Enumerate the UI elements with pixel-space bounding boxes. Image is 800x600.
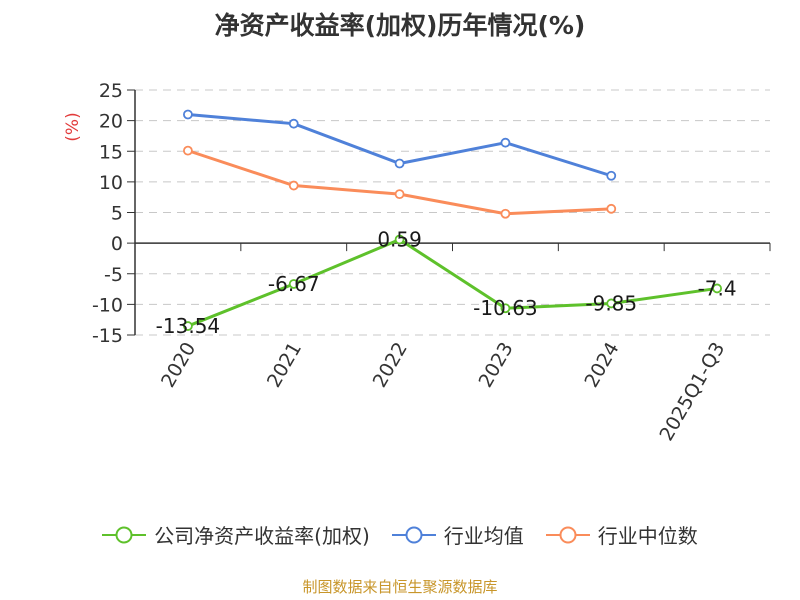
data-point[interactable] [606,298,617,309]
y-tick-label: -10 [92,294,123,316]
data-point[interactable] [606,203,617,214]
source-note: 制图数据来自恒生聚源数据库 [302,578,498,596]
data-point[interactable] [183,145,193,156]
legend-item-company[interactable]: 公司净资产收益率(加权) [102,520,370,549]
legend-label-industry-mean: 行业均值 [443,524,524,548]
data-point[interactable] [183,109,193,120]
data-label: -7.4 [698,276,737,300]
x-tick-label: 2025Q1-Q3 [655,339,729,445]
x-tick-label: 2021 [263,339,306,392]
data-label: -6.67 [268,272,320,296]
legend-label-company: 公司净资产收益率(加权) [154,524,370,548]
data-point[interactable] [394,158,405,169]
data-point[interactable] [500,137,511,148]
grid-lines [135,89,770,336]
legend-marker-industry-mean [391,526,436,543]
legend-label-industry-median: 行业中位数 [597,524,698,548]
data-point[interactable] [394,234,405,245]
x-tick-label: 2023 [475,339,518,392]
data-label: 0.59 [377,228,422,252]
x-tick-label: 2024 [580,339,623,392]
data-point[interactable] [606,170,617,181]
chart-title: 净资产收益率(加权)历年情况(%) [214,11,586,40]
data-point[interactable] [500,303,511,314]
legend-item-industry-median[interactable]: 行业中位数 [545,520,698,549]
y-tick-label: -5 [104,264,123,286]
data-point[interactable] [712,283,722,294]
y-tick-label: 25 [99,80,123,102]
legend-marker-company [102,526,147,543]
data-point[interactable] [500,208,511,219]
y-axis-label: (%) [63,112,83,141]
x-tick-label: 2020 [157,339,200,392]
data-label: -9.85 [585,291,637,315]
data-label: -10.63 [473,296,537,320]
data-point[interactable] [288,118,299,129]
y-tick-label: 10 [99,172,123,194]
data-point[interactable] [288,279,299,289]
y-tick-label: 5 [111,203,123,225]
x-tick-label: 2022 [369,339,412,392]
axes: 25 20 15 10 5 0 -5 -10 -15 2020 2021 2022 2023 2024 20… [63,80,771,445]
data-point[interactable] [183,321,193,331]
series-lines [183,109,722,331]
series-line [187,238,718,328]
data-point[interactable] [394,189,405,200]
line-chart: 25 20 15 10 5 0 -5 -10 -15 2020 2021 2022 2023 2024 20… [63,80,771,445]
y-tick-label: 20 [99,111,123,133]
data-label: -13.54 [156,314,220,338]
legend-item-industry-mean[interactable]: 行业均值 [391,520,524,549]
y-tick-label: 0 [111,233,123,255]
legend: 公司净资产收益率(加权) 行业均值 行业中位数 [0,520,800,549]
y-tick-label: -15 [92,325,123,347]
data-point[interactable] [288,180,299,191]
y-tick-label: 15 [99,141,123,163]
legend-marker-industry-median [545,526,590,543]
data-labels: -13.54 -6.67 0.59 -10.63 -9.85 -7.4 [156,228,737,339]
